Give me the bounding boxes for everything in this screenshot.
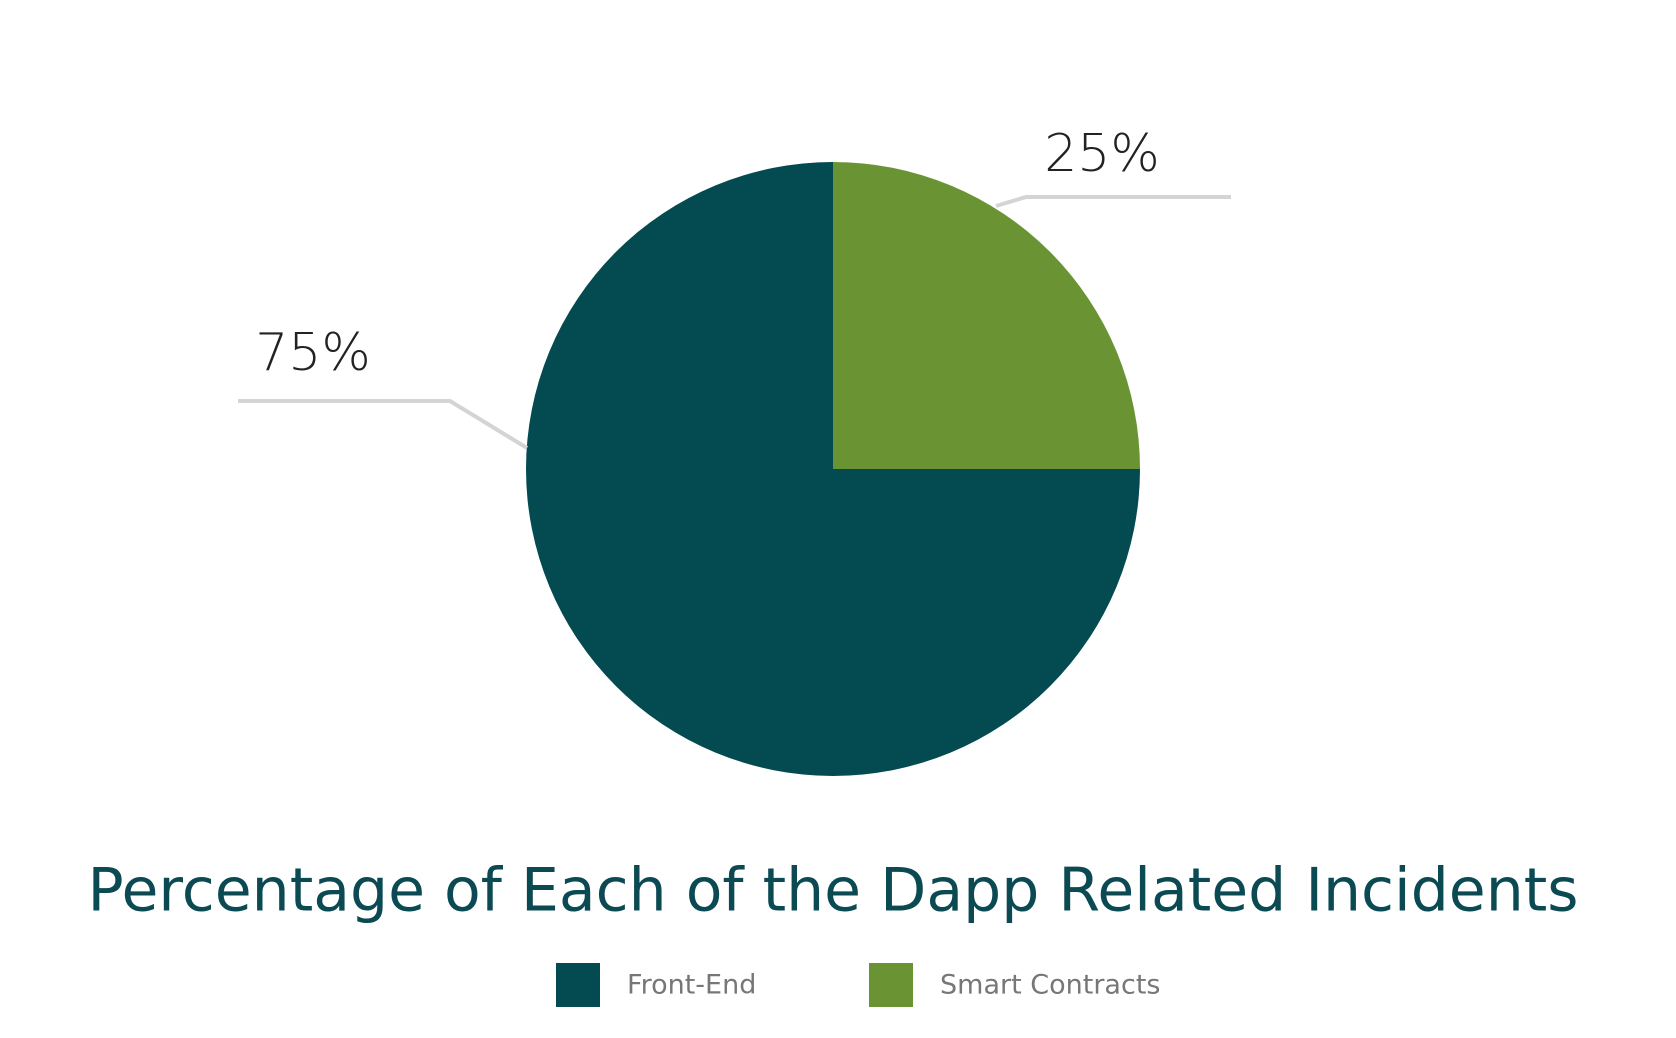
legend-text: Smart Contracts bbox=[940, 970, 1160, 1001]
legend-text: Front-End bbox=[627, 970, 756, 1001]
leader-line bbox=[995, 195, 1231, 208]
legend-swatch bbox=[869, 963, 913, 1007]
value-label: 75% bbox=[255, 323, 371, 383]
leader-line bbox=[238, 399, 529, 450]
chart-title: Percentage of Each of the Dapp Related I… bbox=[87, 856, 1578, 926]
legend-swatch bbox=[556, 963, 600, 1007]
pie-slice bbox=[833, 162, 1140, 469]
value-label: 25% bbox=[1044, 124, 1160, 184]
